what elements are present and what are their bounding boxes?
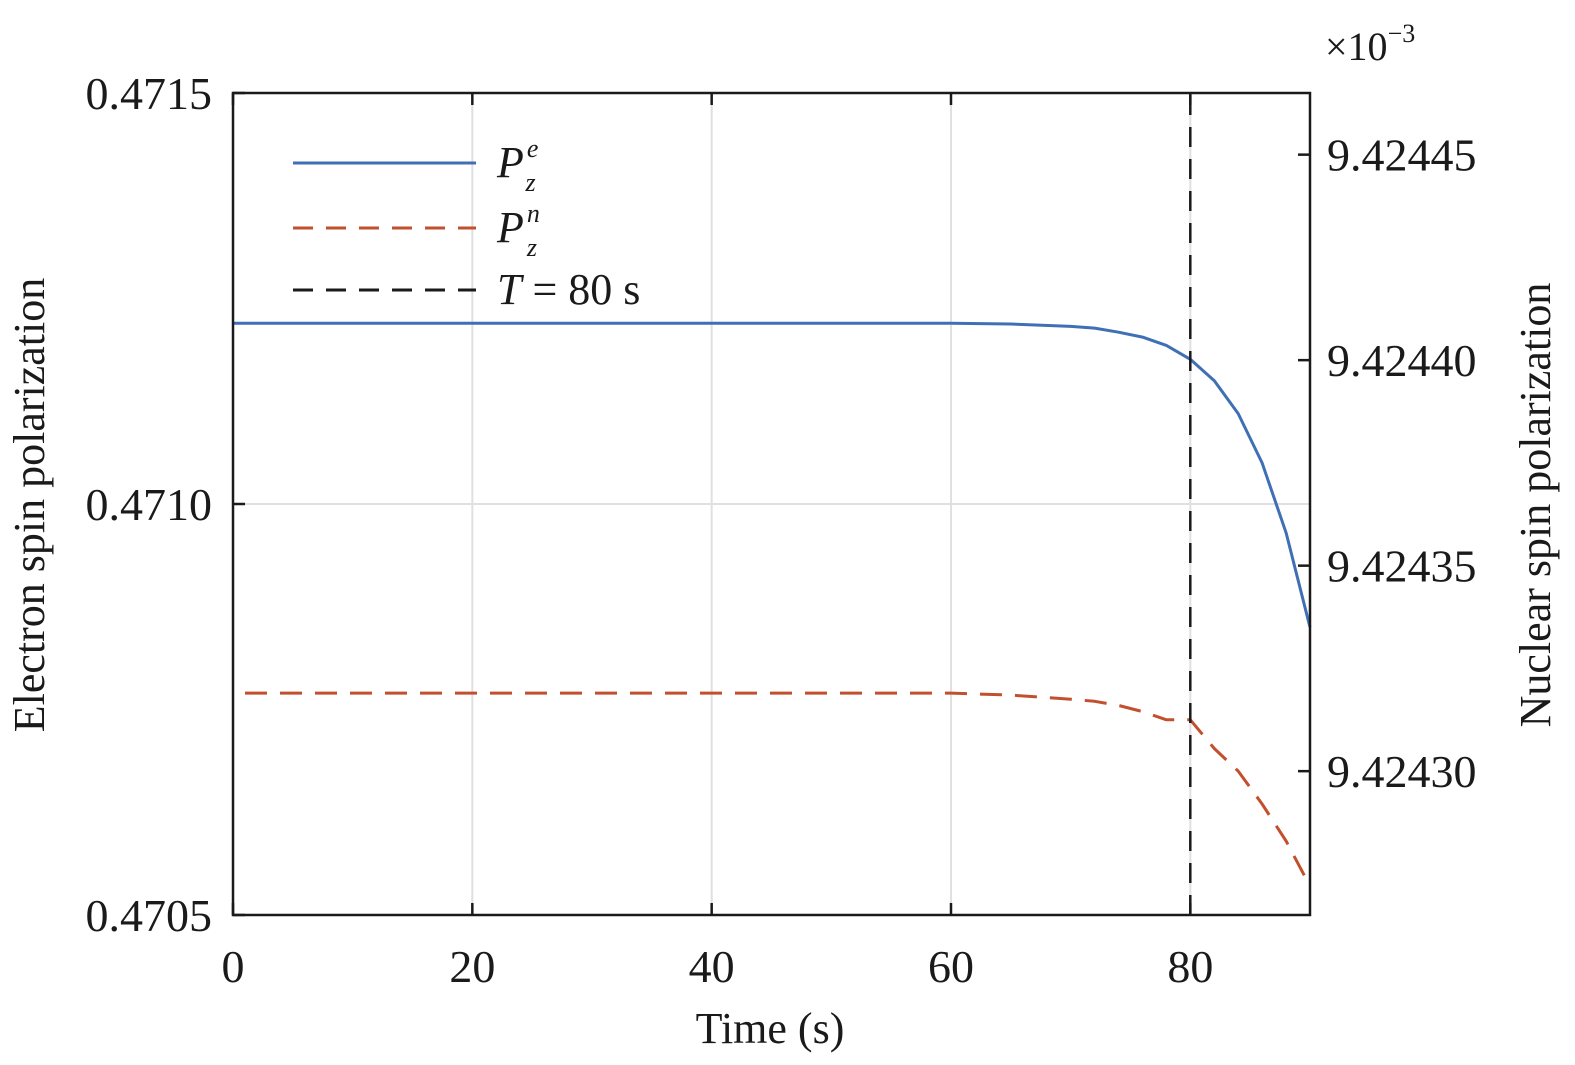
legend-label-2: T = 80 s <box>497 265 640 314</box>
legend-label-main-1: P <box>496 203 524 252</box>
y-left-tick-label-1: 0.4710 <box>86 479 213 530</box>
x-tick-label-4: 80 <box>1167 941 1213 992</box>
axis-tick-labels: 0 20 40 60 80 0.4705 0.4710 0.4715 9.42430 9.4243… <box>86 68 1477 992</box>
multiplier-base: ×10 <box>1325 24 1388 69</box>
legend-label-main-2: T <box>497 265 525 314</box>
x-tick-label-1: 20 <box>449 941 495 992</box>
right-axis-multiplier: ×10−3 <box>1325 19 1415 69</box>
legend-label-sup-0: e <box>527 134 539 163</box>
x-axis-title: Time (s) <box>696 1004 845 1053</box>
legend-label-rest-2: = 80 s <box>521 265 640 314</box>
y-axis-right-title: Nuclear spin polarization <box>1511 283 1560 728</box>
legend-label-sub-0: z <box>524 168 535 197</box>
y-left-tick-label-2: 0.4715 <box>86 68 213 119</box>
grid-lines <box>232 92 1310 916</box>
legend-label-main-0: P <box>496 138 524 187</box>
y-left-tick-label-0: 0.4705 <box>86 890 213 941</box>
y-right-tick-label-3: 9.42445 <box>1327 130 1477 181</box>
x-tick-label-2: 40 <box>689 941 735 992</box>
axes-ticks <box>231 91 1310 917</box>
y-axis-left-title: Electron spin polarization <box>5 278 54 733</box>
series-line-0 <box>233 321 1312 628</box>
y-right-tick-label-0: 9.42430 <box>1327 746 1477 797</box>
legend-label-sub-1: z <box>526 233 537 262</box>
x-tick-label-3: 60 <box>928 941 974 992</box>
y-right-tick-label-2: 9.42440 <box>1327 335 1477 386</box>
series-lines <box>233 93 1312 915</box>
multiplier-exponent: −3 <box>1388 19 1416 48</box>
x-tick-label-0: 0 <box>222 941 245 992</box>
series-line-1 <box>245 691 1312 887</box>
y-right-tick-label-1: 9.42435 <box>1327 541 1477 592</box>
legend-label-sup-1: n <box>527 199 540 228</box>
